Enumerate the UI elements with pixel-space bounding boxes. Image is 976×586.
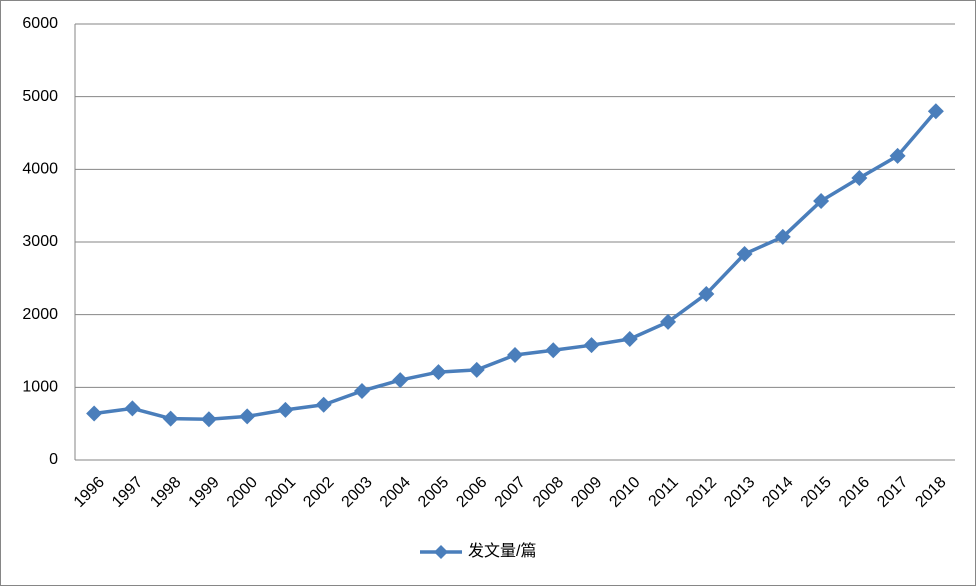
data-point <box>736 245 753 262</box>
data-point <box>621 331 638 348</box>
data-point <box>774 228 791 245</box>
y-tick-label: 1000 <box>22 379 58 396</box>
y-tick-label: 3000 <box>22 233 58 250</box>
data-point <box>124 400 141 417</box>
y-tick-label: 2000 <box>22 306 58 323</box>
legend-marker <box>434 545 448 559</box>
data-point <box>315 396 332 413</box>
data-point <box>277 401 294 418</box>
data-point <box>392 372 409 389</box>
data-point <box>239 408 256 425</box>
data-point <box>545 342 562 359</box>
data-point <box>507 346 523 363</box>
data-point <box>583 337 600 354</box>
data-point <box>851 170 868 187</box>
data-point <box>200 411 217 428</box>
data-point <box>889 147 906 164</box>
data-point <box>927 103 944 120</box>
data-point <box>813 192 830 209</box>
y-tick-label: 6000 <box>22 15 58 32</box>
y-tick-label: 4000 <box>22 161 58 178</box>
data-point <box>468 361 485 378</box>
y-tick-label: 5000 <box>22 88 58 105</box>
data-point <box>162 410 179 427</box>
data-point <box>86 405 103 422</box>
data-point <box>698 285 715 302</box>
data-point <box>660 313 677 330</box>
data-point <box>430 364 447 381</box>
y-tick-label: 0 <box>49 451 58 468</box>
legend-label: 发文量/篇 <box>468 542 536 560</box>
data-point <box>353 382 370 399</box>
